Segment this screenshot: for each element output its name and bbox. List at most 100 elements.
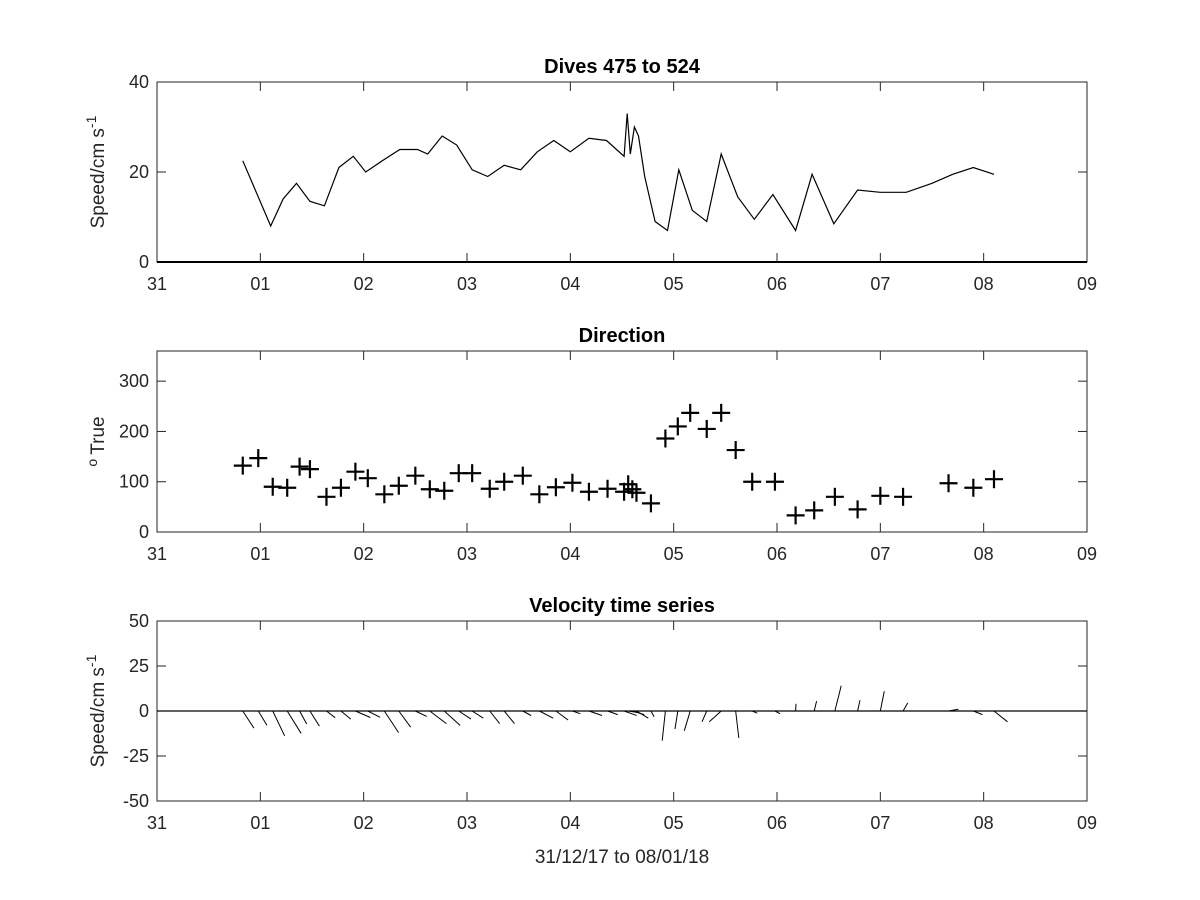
direction-point bbox=[697, 419, 716, 438]
direction-point bbox=[598, 479, 617, 498]
velocity-x-tick-label: 07 bbox=[870, 813, 890, 833]
direction-point bbox=[894, 487, 913, 506]
velocity-y-tick-label: 25 bbox=[129, 656, 149, 676]
speed-y-axis-label-text: Speed/cm s bbox=[88, 128, 109, 228]
direction-y-axis-label-text: True bbox=[88, 416, 109, 454]
velocity-x-tick-label: 03 bbox=[457, 813, 477, 833]
speed-x-tick-label: 04 bbox=[560, 274, 580, 294]
direction-panel: 31 01 02 03 04 05 06 07 08 09 0 100 200 300 Direction o… bbox=[84, 325, 1097, 564]
velocity-vector bbox=[813, 700, 818, 712]
velocity-vector bbox=[383, 710, 400, 733]
velocity-vector bbox=[522, 710, 532, 716]
direction-point bbox=[546, 478, 565, 497]
direction-point bbox=[805, 501, 824, 520]
velocity-vector bbox=[857, 700, 861, 712]
velocity-vector bbox=[471, 710, 484, 719]
velocity-vector bbox=[367, 710, 381, 718]
direction-point bbox=[623, 480, 642, 499]
speed-x-tick-label: 03 bbox=[457, 274, 477, 294]
velocity-y-axis-label-superscript: -1 bbox=[83, 654, 99, 667]
speed-x-tick-label: 02 bbox=[354, 274, 374, 294]
velocity-vector bbox=[834, 685, 842, 712]
speed-y-axis-label-superscript: -1 bbox=[83, 115, 99, 128]
direction-y-tick-label: 0 bbox=[139, 522, 149, 542]
velocity-vector bbox=[539, 710, 554, 719]
velocity-vector bbox=[993, 710, 1008, 723]
speed-panel: 31 01 02 03 04 05 06 07 08 09 0 20 40 Dives 475 to 52… bbox=[83, 56, 1097, 294]
direction-point bbox=[641, 494, 660, 513]
velocity-vector bbox=[661, 710, 666, 741]
velocity-vector bbox=[735, 710, 740, 739]
direction-point bbox=[480, 479, 499, 498]
speed-x-tick-label: 09 bbox=[1077, 274, 1097, 294]
direction-point bbox=[389, 476, 408, 495]
speed-x-tick-label: 08 bbox=[974, 274, 994, 294]
velocity-y-axis-label-text: Speed/cm s bbox=[88, 667, 109, 767]
velocity-vector bbox=[309, 710, 320, 727]
speed-x-tick-label: 07 bbox=[870, 274, 890, 294]
direction-y-tick-label: 300 bbox=[119, 371, 149, 391]
direction-point bbox=[786, 506, 805, 525]
velocity-vector bbox=[340, 710, 352, 720]
direction-point bbox=[563, 473, 582, 492]
velocity-vector bbox=[489, 710, 500, 724]
velocity-vector bbox=[443, 710, 461, 726]
direction-point bbox=[627, 483, 646, 502]
velocity-vector bbox=[398, 710, 412, 728]
velocity-x-tick-label: 31 bbox=[147, 813, 167, 833]
velocity-x-axis-label: 31/12/17 to 08/01/18 bbox=[535, 847, 709, 868]
velocity-vector bbox=[242, 710, 255, 729]
direction-point bbox=[317, 487, 336, 506]
direction-y-tick-label: 200 bbox=[119, 421, 149, 441]
velocity-vector bbox=[879, 691, 885, 712]
direction-x-tick-label: 02 bbox=[354, 544, 374, 564]
velocity-vector bbox=[607, 710, 618, 716]
velocity-x-tick-label: 08 bbox=[974, 813, 994, 833]
direction-point bbox=[656, 429, 675, 448]
direction-point bbox=[435, 481, 454, 500]
speed-series-line bbox=[242, 113, 995, 232]
direction-point bbox=[300, 460, 319, 479]
velocity-vector bbox=[458, 710, 472, 720]
direction-point bbox=[346, 462, 365, 481]
velocity-vector bbox=[257, 710, 268, 726]
velocity-y-tick-label: 0 bbox=[139, 701, 149, 721]
velocity-x-tick-label: 05 bbox=[664, 813, 684, 833]
velocity-vector bbox=[429, 710, 447, 724]
velocity-y-tick-label: -25 bbox=[123, 746, 149, 766]
velocity-y-tick-label: 50 bbox=[129, 611, 149, 631]
velocity-vector bbox=[636, 710, 649, 719]
velocity-vector bbox=[674, 710, 679, 730]
direction-point bbox=[681, 403, 700, 422]
direction-point bbox=[358, 469, 377, 488]
direction-point bbox=[726, 441, 745, 460]
velocity-panel: 31 01 02 03 04 05 06 07 08 09 -50 -25 0 25 50 Velocity … bbox=[83, 595, 1097, 868]
velocity-title: Velocity time series bbox=[529, 595, 715, 617]
speed-y-tick-label: 20 bbox=[129, 162, 149, 182]
direction-point bbox=[233, 456, 252, 475]
velocity-vector bbox=[948, 708, 959, 712]
direction-point bbox=[825, 487, 844, 506]
direction-point bbox=[964, 478, 983, 497]
velocity-y-tick-label: -50 bbox=[123, 791, 149, 811]
velocity-vector bbox=[774, 710, 781, 715]
direction-y-axis-label: o True bbox=[84, 416, 109, 466]
velocity-vector bbox=[503, 710, 515, 724]
velocity-vector bbox=[572, 710, 581, 715]
velocity-x-tick-label: 06 bbox=[767, 813, 787, 833]
speed-title: Dives 475 to 524 bbox=[544, 56, 701, 78]
direction-point bbox=[530, 485, 549, 504]
direction-point bbox=[463, 464, 482, 483]
velocity-x-tick-label: 09 bbox=[1077, 813, 1097, 833]
speed-x-tick-label: 05 bbox=[664, 274, 684, 294]
velocity-vector bbox=[708, 710, 722, 723]
direction-x-tick-label: 09 bbox=[1077, 544, 1097, 564]
direction-point bbox=[513, 466, 532, 485]
velocity-vector bbox=[973, 710, 983, 716]
velocity-vector bbox=[299, 710, 308, 725]
direction-x-tick-label: 07 bbox=[870, 544, 890, 564]
direction-point bbox=[331, 478, 350, 497]
velocity-y-axis-label: Speed/cm s-1 bbox=[83, 654, 109, 767]
velocity-vector bbox=[701, 710, 708, 723]
